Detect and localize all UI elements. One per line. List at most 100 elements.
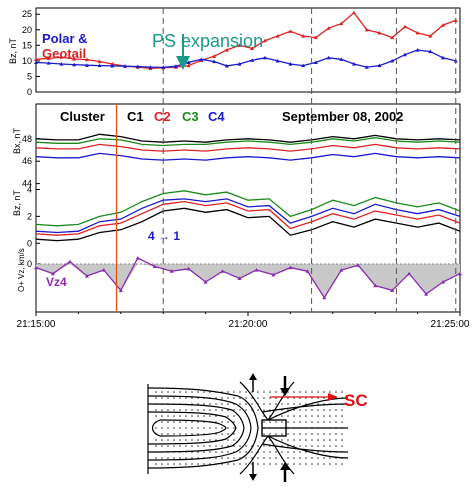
field-dot — [335, 463, 337, 465]
field-dot — [323, 409, 325, 411]
field-dot — [269, 463, 271, 465]
field-dot — [227, 403, 229, 405]
field-dot — [317, 403, 319, 405]
y-tick-label: 0 — [27, 238, 32, 248]
diagram-box — [261, 419, 287, 437]
panel-bx-ylabel: Bx, nT — [12, 127, 22, 154]
field-dot — [275, 451, 277, 453]
data-point — [377, 30, 382, 35]
field-dot — [233, 463, 235, 465]
field-dot — [167, 439, 169, 441]
field-dot — [275, 433, 277, 435]
field-dot — [245, 397, 247, 399]
field-dot — [179, 457, 181, 459]
data-point — [352, 10, 356, 15]
field-dot — [191, 421, 193, 423]
field-dot — [311, 409, 313, 411]
field-dot — [161, 391, 163, 393]
field-dot — [179, 427, 181, 429]
data-point — [135, 256, 140, 260]
legend-c1: C1 — [127, 109, 144, 124]
data-point — [152, 264, 157, 268]
field-line-right-2 — [261, 403, 349, 413]
sc-label: SC — [344, 391, 368, 410]
data-point — [212, 54, 217, 58]
data-point — [237, 43, 242, 47]
data-point — [72, 62, 77, 67]
field-dot — [191, 445, 193, 447]
data-point — [224, 63, 229, 68]
field-dot — [263, 409, 265, 411]
data-point — [441, 23, 446, 27]
field-dot — [257, 445, 259, 447]
series-line-bx-c4 — [35, 152, 461, 161]
field-dot — [155, 457, 157, 459]
field-dot — [203, 439, 205, 441]
data-point — [377, 63, 382, 68]
field-dot — [287, 439, 289, 441]
field-dot — [305, 415, 307, 417]
field-dot — [179, 433, 181, 435]
field-dot — [293, 391, 295, 393]
field-dot — [299, 391, 301, 393]
date-label: September 08, 2002 — [282, 109, 403, 124]
field-dot — [269, 403, 271, 405]
field-dot — [323, 457, 325, 459]
field-dot — [263, 391, 265, 393]
field-dot — [287, 415, 289, 417]
field-dot — [167, 409, 169, 411]
field-dot — [305, 439, 307, 441]
field-dot — [257, 463, 259, 465]
field-dot — [155, 409, 157, 411]
data-point — [352, 62, 356, 66]
field-dot — [209, 451, 211, 453]
field-dot — [335, 415, 337, 417]
field-dot — [233, 415, 235, 417]
data-point — [373, 283, 378, 288]
ps-expansion-label: PS expansion — [152, 31, 263, 51]
field-dot — [191, 457, 193, 459]
field-dot — [191, 391, 193, 393]
data-point — [250, 46, 255, 51]
field-dot — [161, 409, 163, 411]
field-dot — [233, 397, 235, 399]
field-dot — [281, 439, 283, 441]
data-point — [390, 58, 395, 63]
field-dot — [197, 433, 199, 435]
field-dot — [275, 421, 277, 423]
field-dot — [281, 463, 283, 465]
data-point — [271, 272, 276, 277]
legend-c3: C3 — [182, 109, 199, 124]
data-point — [199, 57, 204, 61]
field-dot — [287, 463, 289, 465]
data-point — [339, 21, 344, 26]
data-point — [288, 29, 293, 33]
data-point — [220, 269, 225, 273]
field-dot — [305, 421, 307, 423]
field-dot — [215, 409, 217, 411]
data-point — [415, 48, 420, 52]
data-point — [415, 30, 420, 35]
field-dot — [323, 439, 325, 441]
field-dot — [203, 427, 205, 429]
data-point — [441, 55, 446, 60]
field-dot — [233, 391, 235, 393]
data-point — [262, 38, 267, 43]
field-dot — [185, 409, 187, 411]
arrow-down-icon — [249, 474, 257, 481]
data-point — [301, 63, 306, 68]
data-point — [458, 271, 462, 276]
field-dot — [215, 445, 217, 447]
field-dot — [167, 421, 169, 423]
field-dot — [287, 451, 289, 453]
field-dot — [233, 457, 235, 459]
ps-expansion-arrow-icon — [176, 56, 190, 70]
field-dot — [161, 463, 163, 465]
field-dot — [209, 427, 211, 429]
field-dot — [221, 409, 223, 411]
field-dot — [311, 463, 313, 465]
field-dot — [191, 415, 193, 417]
data-point — [224, 48, 229, 52]
field-dot — [281, 433, 283, 435]
